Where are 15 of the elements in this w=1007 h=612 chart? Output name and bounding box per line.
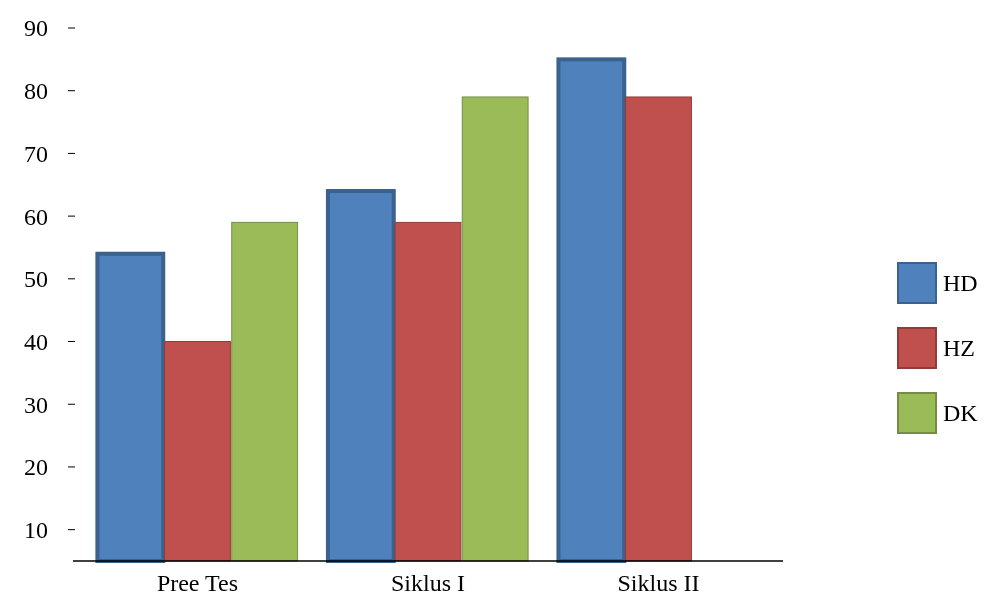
y-tick-label: 40 — [24, 328, 48, 355]
y-tick-label: 60 — [24, 203, 48, 230]
y-tick-label: 50 — [24, 266, 48, 293]
legend-label: DK — [943, 400, 979, 427]
y-tick-label: 90 — [24, 15, 48, 42]
x-tick-label: Siklus I — [390, 570, 466, 596]
legend-label: HD — [943, 270, 978, 297]
y-tick-label: 70 — [24, 140, 48, 167]
y-tick-label: 10 — [24, 517, 48, 544]
y-tick-label: 30 — [24, 391, 48, 418]
y-tick-label: 20 — [24, 454, 48, 481]
x-tick-label: Siklus II — [617, 570, 700, 596]
x-tick-label: Pree Tes — [156, 570, 239, 596]
legend-label: HZ — [943, 335, 975, 362]
y-tick-label: 80 — [24, 78, 48, 105]
